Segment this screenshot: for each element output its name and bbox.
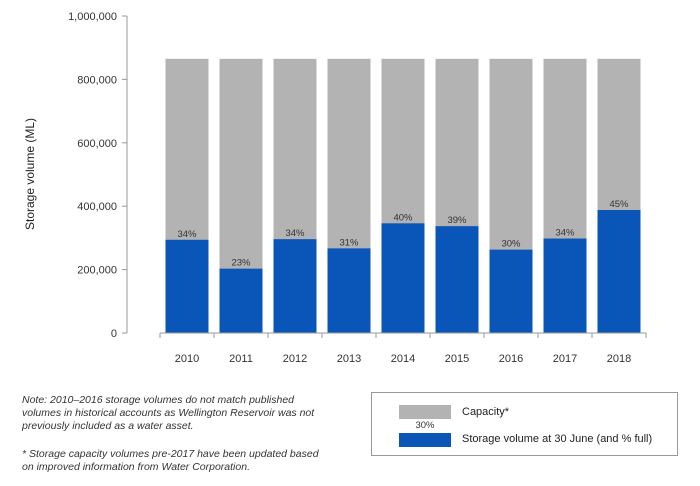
storage-bar [165, 239, 209, 333]
x-tick-label: 2016 [499, 353, 523, 365]
legend-capacity-label: Capacity* [462, 406, 510, 418]
y-tick-label: 400,000 [77, 201, 117, 213]
x-tick-label: 2015 [445, 353, 469, 365]
x-tick-label: 2018 [607, 353, 631, 365]
storage-bar [597, 210, 641, 333]
percent-label: 40% [393, 212, 413, 223]
x-tick-label: 2010 [175, 353, 199, 365]
storage-bar [327, 248, 371, 333]
percent-label: 31% [339, 237, 359, 248]
legend-capacity-swatch [399, 405, 451, 419]
legend-storage-swatch [399, 433, 451, 447]
note-wellington: Note: 2010–2016 storage volumes do not m… [22, 394, 315, 432]
percent-label: 39% [447, 215, 467, 226]
legend: Capacity* 30% Storage volume at 30 June … [371, 392, 678, 456]
legend-pct-example: 30% [415, 420, 435, 431]
y-tick-label: 800,000 [77, 74, 117, 86]
storage-bar [219, 268, 263, 333]
storage-volume-chart: 34% 23% 34% 31% 40% 39% 30% 34% 45% 0 200,000 400,… [23, 11, 647, 365]
storage-bar [273, 239, 317, 333]
x-tick-label: 2017 [553, 353, 577, 365]
x-tick-label: 2011 [229, 353, 253, 365]
note-capacity: * Storage capacity volumes pre-2017 have… [22, 448, 319, 473]
storage-bar [489, 249, 533, 333]
y-tick-label: 1,000,000 [68, 11, 117, 23]
y-tick-label: 600,000 [77, 138, 117, 150]
storage-bar [435, 226, 479, 333]
storage-bar [543, 238, 587, 333]
x-tick-label: 2014 [391, 353, 415, 365]
percent-label: 34% [555, 228, 575, 239]
x-tick-label: 2012 [283, 353, 307, 365]
percent-label: 34% [285, 228, 305, 239]
y-axis-label: Storage volume (ML) [23, 118, 37, 230]
y-tick-label: 200,000 [77, 265, 117, 277]
percent-label: 23% [231, 258, 251, 269]
storage-bar [381, 223, 425, 333]
percent-label: 45% [609, 199, 629, 210]
percent-label: 30% [501, 239, 521, 250]
x-tick-label: 2013 [337, 353, 361, 365]
legend-storage-label: Storage volume at 30 June (and % full) [462, 433, 653, 445]
y-tick-label: 0 [111, 328, 117, 340]
percent-label: 34% [177, 229, 197, 240]
